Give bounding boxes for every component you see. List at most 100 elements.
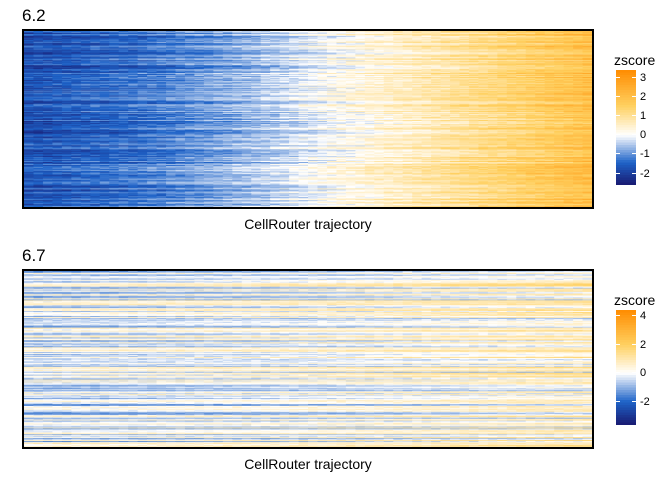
heatmap-cell xyxy=(99,56,110,58)
heatmap-cell xyxy=(450,47,461,49)
heatmap-cell xyxy=(431,42,442,45)
heatmap-cell xyxy=(71,53,82,55)
heatmap-cell xyxy=(61,58,72,60)
heatmap-cell xyxy=(52,67,63,69)
heatmap-cell xyxy=(175,60,186,62)
heatmap-cell xyxy=(279,49,290,51)
heatmap-cell xyxy=(544,67,555,69)
heatmap-cell xyxy=(326,47,337,49)
heatmap-cell xyxy=(516,99,527,101)
heatmap-cell xyxy=(80,45,91,48)
heatmap-cell xyxy=(24,99,35,101)
heatmap-cell xyxy=(487,99,498,101)
heatmap-cell xyxy=(128,77,139,80)
heatmap-cell xyxy=(270,66,281,68)
heatmap-cell xyxy=(554,97,565,99)
heatmap-cell xyxy=(184,54,195,56)
heatmap-cell xyxy=(440,38,451,41)
heatmap-cell xyxy=(317,40,328,43)
heatmap-cell xyxy=(42,86,53,89)
heatmap-cell xyxy=(99,63,110,65)
heatmap-cell xyxy=(336,52,347,54)
heatmap-cell xyxy=(24,37,35,40)
heatmap-cell xyxy=(374,73,385,75)
heatmap-cell xyxy=(203,70,214,72)
heatmap-cell xyxy=(478,60,489,62)
heatmap-cell xyxy=(412,92,423,94)
heatmap-cell xyxy=(42,67,53,69)
heatmap-cell xyxy=(506,50,517,52)
heatmap-cell xyxy=(402,42,413,45)
heatmap-cell xyxy=(383,82,394,85)
heatmap-cell xyxy=(137,61,148,63)
heatmap-cell xyxy=(459,89,470,92)
heatmap-cell xyxy=(336,35,347,38)
heatmap-cell xyxy=(109,64,120,66)
heatmap-cell xyxy=(440,45,451,48)
heatmap-cell xyxy=(355,76,366,79)
heatmap-cell xyxy=(421,99,432,101)
heatmap-cell xyxy=(61,86,72,89)
heatmap-cell xyxy=(563,96,574,98)
heatmap-cell xyxy=(544,75,555,78)
heatmap-cell xyxy=(431,84,442,87)
heatmap-cell xyxy=(251,94,262,96)
heatmap-cell xyxy=(270,40,281,43)
heatmap-cell xyxy=(42,95,53,97)
heatmap-cell xyxy=(525,93,536,95)
heatmap-cell xyxy=(563,36,574,39)
heatmap-cell xyxy=(326,85,337,88)
heatmap-cell xyxy=(431,90,442,93)
heatmap-cell xyxy=(118,37,129,40)
heatmap-cell xyxy=(232,72,243,74)
heatmap-cell xyxy=(99,79,110,82)
heatmap-cell xyxy=(213,82,224,85)
heatmap-cell xyxy=(279,37,290,40)
heatmap-cell xyxy=(336,47,347,49)
heatmap-cell xyxy=(345,72,356,74)
heatmap-cell xyxy=(573,73,584,75)
heatmap-cell xyxy=(156,85,167,88)
heatmap-cell xyxy=(487,38,498,41)
heatmap-cell xyxy=(345,62,356,64)
heatmap-cell xyxy=(308,76,319,79)
heatmap-cell xyxy=(24,95,35,97)
heatmap-cell xyxy=(260,39,271,42)
heatmap-cell xyxy=(336,37,347,40)
heatmap-cell xyxy=(317,95,328,97)
heatmap-cell xyxy=(222,65,233,67)
heatmap-cell xyxy=(80,32,91,35)
heatmap-cell xyxy=(431,60,442,62)
heatmap-cell xyxy=(52,55,63,57)
heatmap-cell xyxy=(402,56,413,58)
heatmap-cell xyxy=(383,90,394,93)
heatmap-cell xyxy=(203,31,214,34)
heatmap-cell xyxy=(24,44,35,47)
heatmap-cell xyxy=(279,63,290,65)
heatmap-cell xyxy=(213,65,224,67)
heatmap-cell xyxy=(326,39,337,42)
heatmap-cell xyxy=(61,68,72,70)
heatmap-cell xyxy=(194,84,205,87)
heatmap-cell xyxy=(128,63,139,65)
heatmap-cell xyxy=(459,86,470,89)
heatmap-cell xyxy=(99,50,110,52)
heatmap-cell xyxy=(364,59,375,61)
heatmap-cell xyxy=(544,46,555,49)
heatmap-cell xyxy=(33,68,44,70)
heatmap-cell xyxy=(563,85,574,88)
heatmap-cell xyxy=(355,62,366,64)
heatmap-cell xyxy=(383,91,394,93)
heatmap-cell xyxy=(42,48,53,50)
heatmap-cell xyxy=(166,58,177,60)
heatmap-cell xyxy=(80,73,91,75)
heatmap-cell xyxy=(308,66,319,68)
heatmap-cell xyxy=(33,99,44,101)
heatmap-cell xyxy=(431,40,442,43)
heatmap-cell xyxy=(71,36,82,39)
heatmap-cell xyxy=(516,31,527,33)
heatmap-cell xyxy=(573,97,584,99)
heatmap-cell xyxy=(421,79,432,82)
heatmap-cell xyxy=(374,47,385,49)
heatmap-cell xyxy=(61,72,72,74)
